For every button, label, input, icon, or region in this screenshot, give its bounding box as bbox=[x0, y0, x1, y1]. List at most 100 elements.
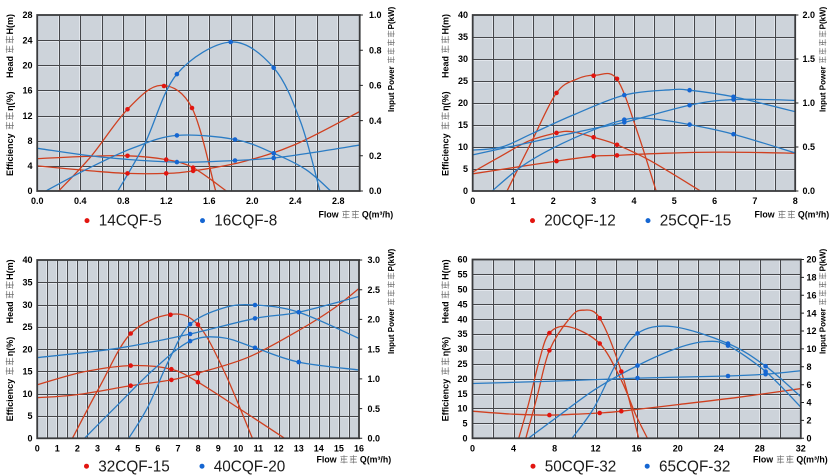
svg-text:12: 12 bbox=[22, 111, 32, 121]
svg-text:30: 30 bbox=[457, 344, 467, 354]
svg-text:P(kW): P(kW) bbox=[387, 6, 396, 29]
svg-text:14: 14 bbox=[314, 444, 324, 454]
svg-text:8: 8 bbox=[27, 136, 32, 146]
svg-text:10: 10 bbox=[457, 404, 467, 414]
svg-text:3.0: 3.0 bbox=[368, 255, 381, 265]
svg-text:1: 1 bbox=[55, 444, 60, 454]
svg-text:Input Power: Input Power bbox=[819, 66, 828, 112]
svg-text:20: 20 bbox=[457, 374, 467, 384]
svg-text:45: 45 bbox=[457, 299, 467, 309]
svg-text:H(m): H(m) bbox=[5, 14, 15, 35]
svg-text:28: 28 bbox=[22, 10, 32, 20]
svg-text:Input Power: Input Power bbox=[387, 308, 396, 354]
svg-text:12: 12 bbox=[274, 444, 284, 454]
svg-text:15: 15 bbox=[22, 367, 32, 377]
svg-text:Q(m³/h): Q(m³/h) bbox=[796, 455, 827, 465]
svg-text:10: 10 bbox=[807, 344, 817, 354]
svg-text:Head: Head bbox=[441, 301, 451, 323]
svg-text:30: 30 bbox=[458, 54, 468, 64]
svg-text:16CQF-8: 16CQF-8 bbox=[214, 213, 277, 230]
svg-text:H(m): H(m) bbox=[441, 14, 451, 35]
svg-text:60: 60 bbox=[457, 255, 467, 265]
svg-text:40CQF-20: 40CQF-20 bbox=[214, 458, 285, 475]
svg-text:5: 5 bbox=[27, 411, 32, 421]
svg-text:0.0: 0.0 bbox=[369, 186, 382, 196]
svg-text:10: 10 bbox=[22, 389, 32, 399]
svg-text:30: 30 bbox=[22, 300, 32, 310]
svg-text:0: 0 bbox=[470, 196, 475, 206]
svg-text:3: 3 bbox=[591, 196, 596, 206]
svg-text:35: 35 bbox=[22, 278, 32, 288]
svg-text:25: 25 bbox=[458, 76, 468, 86]
svg-text:1.0: 1.0 bbox=[803, 98, 816, 108]
svg-text:4: 4 bbox=[631, 196, 636, 206]
svg-text:35: 35 bbox=[457, 329, 467, 339]
svg-text:3: 3 bbox=[95, 444, 100, 454]
svg-text:η(%): η(%) bbox=[5, 91, 15, 111]
svg-text:55: 55 bbox=[457, 270, 467, 280]
svg-text:Q(m³/h): Q(m³/h) bbox=[362, 210, 393, 220]
svg-text:8: 8 bbox=[196, 444, 201, 454]
svg-text:P(kW): P(kW) bbox=[819, 6, 828, 29]
svg-text:P(kW): P(kW) bbox=[819, 248, 828, 271]
svg-text:0.4: 0.4 bbox=[74, 196, 87, 206]
svg-text:2.0: 2.0 bbox=[368, 315, 381, 325]
svg-text:0: 0 bbox=[807, 434, 812, 444]
svg-text:6: 6 bbox=[712, 196, 717, 206]
svg-text:Q(m³/h): Q(m³/h) bbox=[798, 210, 829, 220]
svg-text:10: 10 bbox=[233, 444, 243, 454]
svg-text:Efficiency: Efficiency bbox=[441, 133, 451, 176]
svg-text:Input Power: Input Power bbox=[819, 308, 828, 354]
svg-text:65CQF-32: 65CQF-32 bbox=[659, 458, 730, 475]
svg-text:25CQF-15: 25CQF-15 bbox=[660, 213, 731, 230]
svg-text:Flow: Flow bbox=[319, 210, 339, 220]
svg-text:1.5: 1.5 bbox=[803, 54, 816, 64]
svg-text:5: 5 bbox=[463, 164, 468, 174]
svg-text:0.4: 0.4 bbox=[369, 116, 382, 126]
svg-text:Head: Head bbox=[5, 301, 15, 323]
svg-text:Q(m³/h): Q(m³/h) bbox=[360, 455, 391, 465]
svg-text:5: 5 bbox=[135, 444, 140, 454]
svg-text:12: 12 bbox=[807, 326, 817, 336]
svg-text:4: 4 bbox=[807, 398, 812, 408]
svg-text:2.8: 2.8 bbox=[332, 196, 345, 206]
svg-text:40: 40 bbox=[22, 255, 32, 265]
svg-text:0.8: 0.8 bbox=[369, 45, 382, 55]
svg-text:1.0: 1.0 bbox=[368, 374, 381, 384]
svg-text:0.0: 0.0 bbox=[803, 186, 816, 196]
svg-text:Flow: Flow bbox=[753, 455, 773, 465]
svg-text:14: 14 bbox=[807, 308, 817, 318]
svg-text:0: 0 bbox=[27, 186, 32, 196]
svg-text:28: 28 bbox=[755, 444, 765, 454]
svg-text:0: 0 bbox=[27, 434, 32, 444]
svg-text:20: 20 bbox=[22, 61, 32, 71]
svg-text:9: 9 bbox=[216, 444, 221, 454]
svg-text:18: 18 bbox=[807, 273, 817, 283]
svg-text:1.0: 1.0 bbox=[369, 10, 382, 20]
svg-text:2: 2 bbox=[807, 416, 812, 426]
svg-text:0.5: 0.5 bbox=[368, 404, 381, 414]
svg-text:15: 15 bbox=[457, 389, 467, 399]
svg-text:2.0: 2.0 bbox=[246, 196, 259, 206]
svg-text:2: 2 bbox=[551, 196, 556, 206]
svg-text:8: 8 bbox=[793, 196, 798, 206]
svg-text:5: 5 bbox=[672, 196, 677, 206]
svg-text:12: 12 bbox=[591, 444, 601, 454]
svg-text:Efficiency: Efficiency bbox=[441, 379, 451, 422]
svg-text:η(%): η(%) bbox=[441, 91, 451, 111]
svg-text:10: 10 bbox=[458, 142, 468, 152]
svg-text:16: 16 bbox=[22, 86, 32, 96]
svg-text:0.6: 0.6 bbox=[369, 81, 382, 91]
svg-text:25: 25 bbox=[457, 359, 467, 369]
svg-text:40: 40 bbox=[457, 314, 467, 324]
svg-text:4: 4 bbox=[27, 161, 32, 171]
svg-text:2.4: 2.4 bbox=[289, 196, 302, 206]
svg-text:2: 2 bbox=[75, 444, 80, 454]
svg-text:η(%): η(%) bbox=[5, 337, 15, 357]
svg-text:5: 5 bbox=[462, 419, 467, 429]
svg-text:2.5: 2.5 bbox=[368, 285, 381, 295]
svg-text:14CQF-5: 14CQF-5 bbox=[99, 213, 162, 230]
svg-text:15: 15 bbox=[334, 444, 344, 454]
svg-text:40: 40 bbox=[458, 10, 468, 20]
svg-text:8: 8 bbox=[552, 444, 557, 454]
